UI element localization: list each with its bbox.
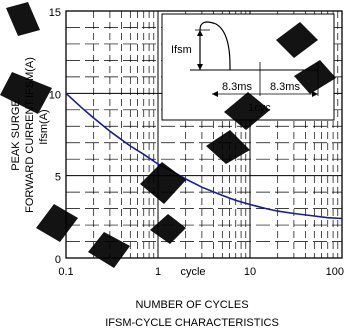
series-line (65, 92, 343, 220)
peak-arrow-head-up (197, 30, 203, 36)
y-tick-label: 15 (49, 7, 61, 19)
x-tick-label: 10 (244, 266, 256, 278)
period-arrow-right (312, 91, 318, 97)
y-axis-label-line-1: PEAK SURGE (10, 99, 22, 171)
inset-half-period-label-2: 8.3ms (270, 81, 300, 93)
y-tick-label: 0 (55, 254, 61, 266)
y-axis-label-line-3: Ifsm(A) (38, 109, 50, 144)
half-sine-pulse (199, 21, 231, 70)
peak-arrow-head-down (197, 64, 203, 70)
x-tick-label: 100 (326, 266, 344, 278)
x-axis-label: NUMBER OF CYCLES (135, 299, 248, 311)
y-tick-labels: 0 5 10 15 (49, 7, 61, 266)
y-tick-label: 10 (49, 89, 61, 101)
inset-half-period-label-1: 8.3ms (222, 81, 252, 93)
watermark (0, 2, 336, 268)
x-tick-label: 0.1 (58, 266, 73, 278)
inset-peak-label: Ifsm (171, 44, 192, 56)
x-tick-label: 1 (155, 266, 161, 278)
period-arrow-left (212, 91, 218, 97)
chart-title: IFSM-CYCLE CHARACTERISTICS (105, 317, 279, 329)
y-tick-label: 5 (55, 172, 61, 184)
plot-frame (65, 10, 343, 259)
x-axis-inner-label: cycle (180, 266, 205, 278)
x-tick-labels: 0.1 1 10 100 (58, 266, 344, 278)
